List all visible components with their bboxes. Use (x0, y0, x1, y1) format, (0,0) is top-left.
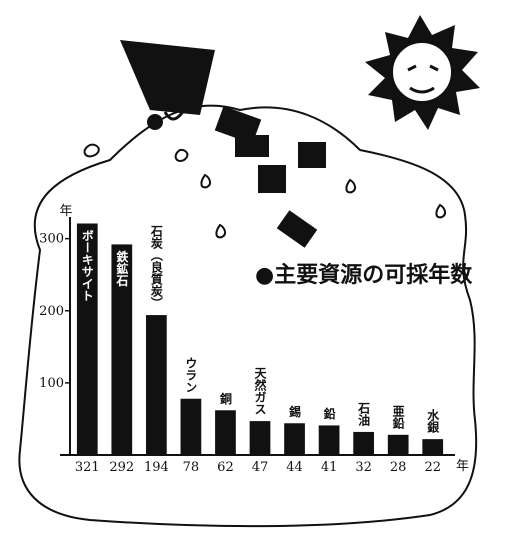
category-label: 鉛 (322, 406, 336, 420)
category-label: ウラン (184, 356, 198, 392)
coal (214, 105, 262, 145)
value-label: 62 (217, 460, 234, 475)
y-tick-label: 100 (39, 376, 64, 391)
y-tick-label: 300 (39, 232, 64, 247)
category-label: 鉄鉱石 (115, 249, 129, 287)
bucket (120, 40, 215, 115)
value-label: 292 (109, 460, 134, 475)
value-label: 22 (424, 460, 441, 475)
coal (258, 165, 286, 193)
x-unit-label: 年 (456, 459, 469, 474)
coal (235, 135, 269, 157)
value-label: 41 (321, 460, 338, 475)
coal (147, 114, 163, 130)
value-label: 194 (144, 460, 169, 475)
category-label: 亜鉛 (391, 404, 405, 429)
category-label: 天然ガス (253, 367, 267, 415)
bar (249, 421, 271, 455)
category-label: ボーキサイト (80, 229, 94, 301)
bar (111, 244, 133, 455)
bar (215, 410, 236, 455)
category-label: 水銀 (426, 408, 440, 434)
value-label: 44 (286, 460, 303, 475)
bar (422, 439, 444, 455)
coal (276, 210, 318, 248)
value-label: 28 (390, 460, 407, 475)
bar (76, 223, 98, 455)
value-label: 47 (252, 460, 269, 475)
sun (365, 15, 480, 130)
bar (284, 423, 305, 455)
value-label: 321 (75, 460, 100, 475)
bar (146, 315, 167, 455)
y-tick-label: 200 (39, 304, 64, 319)
value-label: 32 (355, 460, 372, 475)
category-label: 石油 (357, 401, 371, 426)
category-label: 錫 (288, 404, 302, 418)
bar (387, 434, 409, 455)
bar (180, 398, 202, 455)
drops (83, 143, 447, 239)
chart-title: ●主要資源の可採年数 (255, 262, 473, 288)
coal (298, 142, 326, 168)
bar (318, 425, 340, 455)
category-label: 石炭（良質炭） (149, 225, 163, 309)
value-label: 78 (183, 460, 200, 475)
y-axis-label: 年 (59, 204, 72, 219)
bucket-handle (163, 89, 197, 121)
category-label: 銅 (218, 391, 232, 405)
bar (353, 431, 374, 455)
